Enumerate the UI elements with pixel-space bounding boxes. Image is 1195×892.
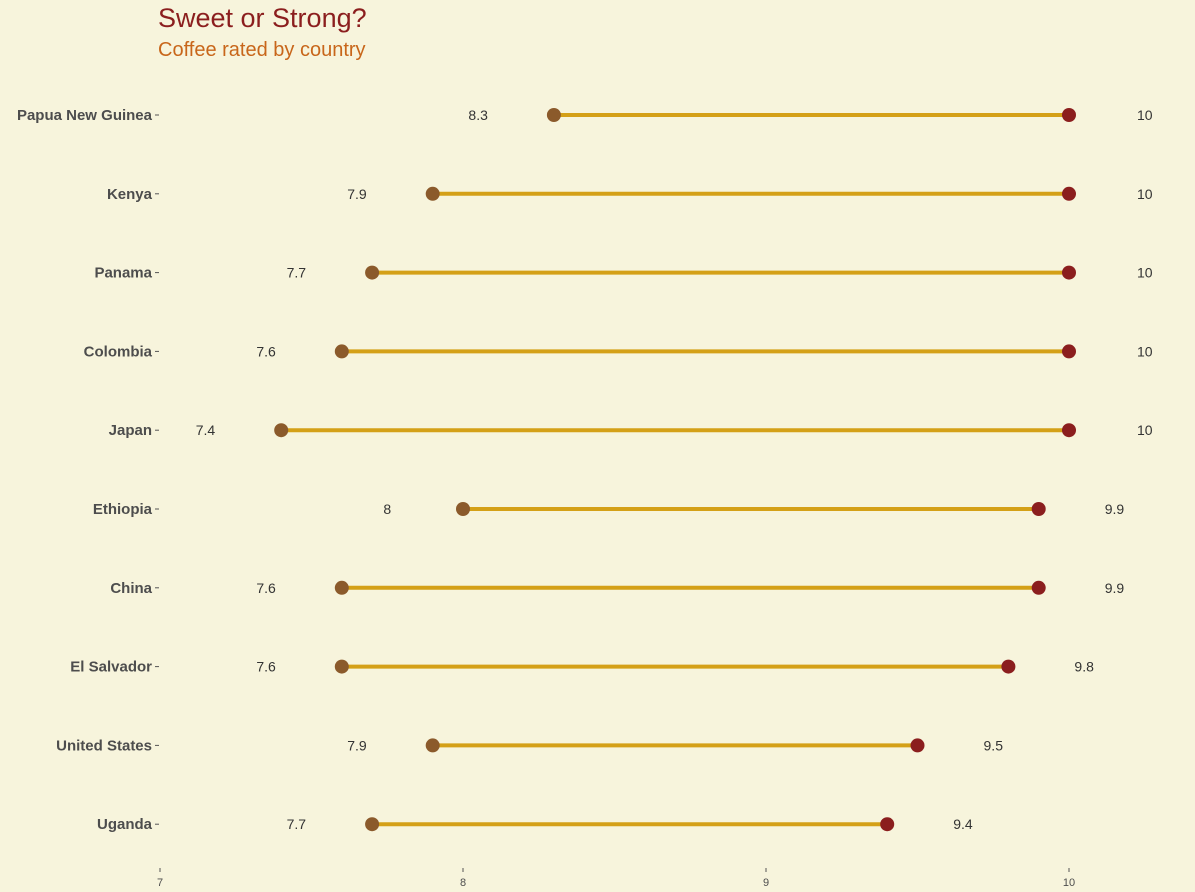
low-point <box>334 344 349 359</box>
low-point <box>425 738 440 753</box>
high-point <box>1062 344 1076 359</box>
category-label: Colombia <box>84 343 153 360</box>
high-point <box>910 738 925 753</box>
x-tick-label: 8 <box>460 877 466 889</box>
high-point <box>1031 502 1046 516</box>
low-value-label: 7.7 <box>287 816 307 832</box>
category-label: El Salvador <box>70 659 152 676</box>
low-point <box>274 423 289 438</box>
low-value-label: 8.3 <box>468 107 488 123</box>
category-label: Panama <box>94 265 152 282</box>
high-point <box>1001 659 1016 674</box>
low-point <box>365 817 380 832</box>
high-value-label: 9.9 <box>1105 580 1125 596</box>
high-point <box>1031 580 1046 595</box>
category-label: Kenya <box>107 186 153 203</box>
high-value-label: 10 <box>1137 343 1153 359</box>
low-value-label: 7.7 <box>287 265 307 281</box>
high-point <box>1062 186 1076 201</box>
low-point <box>365 265 380 280</box>
high-value-label: 9.8 <box>1074 659 1094 675</box>
category-label: Uganda <box>97 816 153 833</box>
low-value-label: 7.6 <box>256 659 276 675</box>
high-value-label: 9.5 <box>984 737 1004 753</box>
high-point <box>880 817 895 832</box>
low-point <box>546 108 561 122</box>
category-label: Papua New Guinea <box>17 107 153 124</box>
low-value-label: 7.6 <box>256 580 276 596</box>
chart-subtitle: Coffee rated by country <box>158 39 366 61</box>
x-axis: 7 8 9 10 <box>157 868 1075 889</box>
y-axis: Papua New Guinea Kenya Panama Colombia Japan… <box>17 107 159 833</box>
low-value-label: 7.9 <box>347 186 367 202</box>
high-value-label: 10 <box>1137 265 1153 281</box>
x-tick-label: 7 <box>157 877 163 889</box>
high-point <box>1062 423 1076 438</box>
category-label: Japan <box>109 422 152 439</box>
data-rows: 8.3 10 7.9 10 7.7 10 7.6 10 7.4 10 8 9.9 7.6 9.9 7.6 9.… <box>196 107 1153 832</box>
low-value-label: 7.9 <box>347 737 367 753</box>
category-label: Ethiopia <box>93 501 153 518</box>
high-value-label: 10 <box>1137 107 1153 123</box>
high-value-label: 10 <box>1137 422 1153 438</box>
x-tick-label: 10 <box>1063 877 1075 889</box>
low-value-label: 7.6 <box>256 343 276 359</box>
high-point <box>1062 265 1076 280</box>
low-point <box>334 659 349 674</box>
high-value-label: 9.4 <box>953 816 973 832</box>
category-label: United States <box>56 737 152 754</box>
category-label: China <box>110 580 152 597</box>
high-value-label: 9.9 <box>1105 501 1125 517</box>
high-value-label: 10 <box>1137 186 1153 202</box>
low-point <box>456 502 470 516</box>
x-tick-label: 9 <box>763 877 769 889</box>
low-value-label: 7.4 <box>196 422 216 438</box>
chart-title: Sweet or Strong? <box>158 3 367 33</box>
high-point <box>1062 108 1076 122</box>
low-point <box>425 186 440 201</box>
low-point <box>334 580 349 595</box>
low-value-label: 8 <box>383 501 391 517</box>
